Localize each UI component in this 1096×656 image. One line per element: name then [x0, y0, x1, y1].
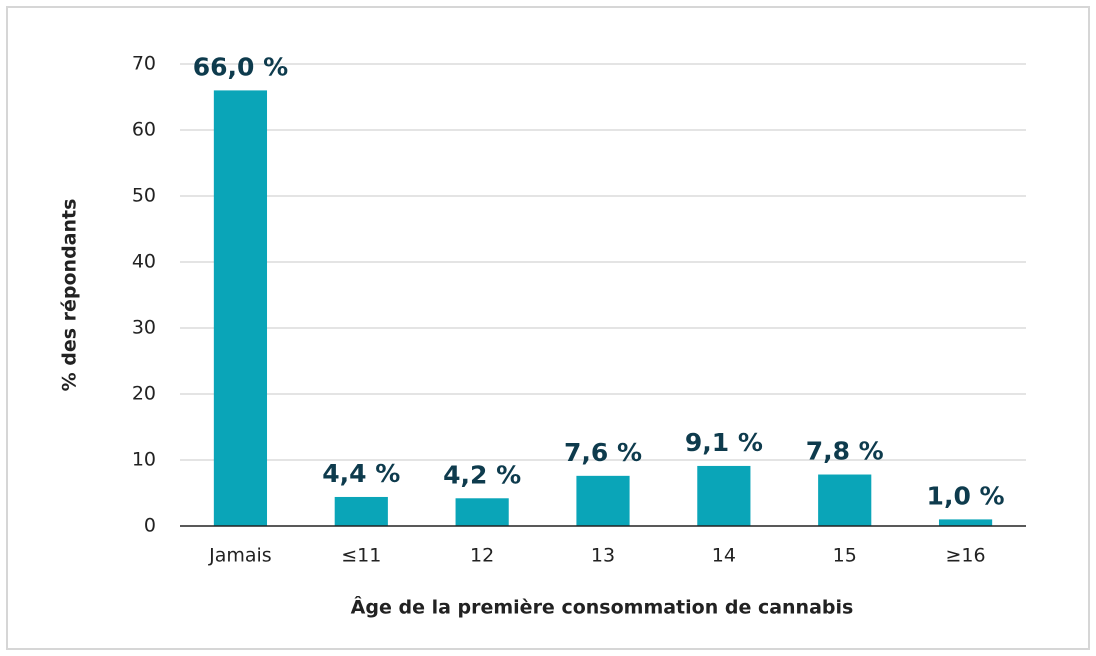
- x-tick-label: 14: [712, 545, 736, 567]
- x-tick-label: 12: [470, 545, 494, 567]
- value-label: 7,8 %: [806, 437, 884, 466]
- x-axis-title: Âge de la première consommation de canna…: [351, 596, 854, 619]
- value-label: 4,2 %: [443, 460, 521, 489]
- x-tick-label: Jamais: [208, 545, 272, 567]
- value-label: 1,0 %: [927, 481, 1005, 510]
- x-tick-label: 15: [833, 545, 857, 567]
- x-tick-label: ≥16: [946, 545, 986, 567]
- y-axis-title: % des répondants: [59, 199, 81, 392]
- bar: [334, 496, 388, 526]
- x-tick-label: 13: [591, 545, 615, 567]
- y-tick-label: 30: [132, 317, 156, 339]
- bar: [213, 90, 268, 527]
- x-tick-label: ≤11: [341, 545, 381, 567]
- y-tick-label: 10: [132, 449, 156, 471]
- y-tick-label: 70: [132, 53, 156, 75]
- value-label: 66,0 %: [193, 52, 288, 81]
- bar: [697, 465, 751, 526]
- value-label: 7,6 %: [564, 438, 642, 467]
- y-tick-label: 0: [144, 515, 156, 537]
- bar: [576, 475, 630, 526]
- bar: [938, 519, 993, 526]
- y-tick-label: 50: [132, 185, 156, 207]
- value-label: 9,1 %: [685, 428, 763, 457]
- value-label: 4,4 %: [322, 459, 400, 488]
- y-tick-label: 20: [132, 383, 156, 405]
- y-tick-label: 60: [132, 119, 156, 141]
- bar: [455, 498, 509, 526]
- y-tick-label: 40: [132, 251, 156, 273]
- bar: [818, 474, 872, 526]
